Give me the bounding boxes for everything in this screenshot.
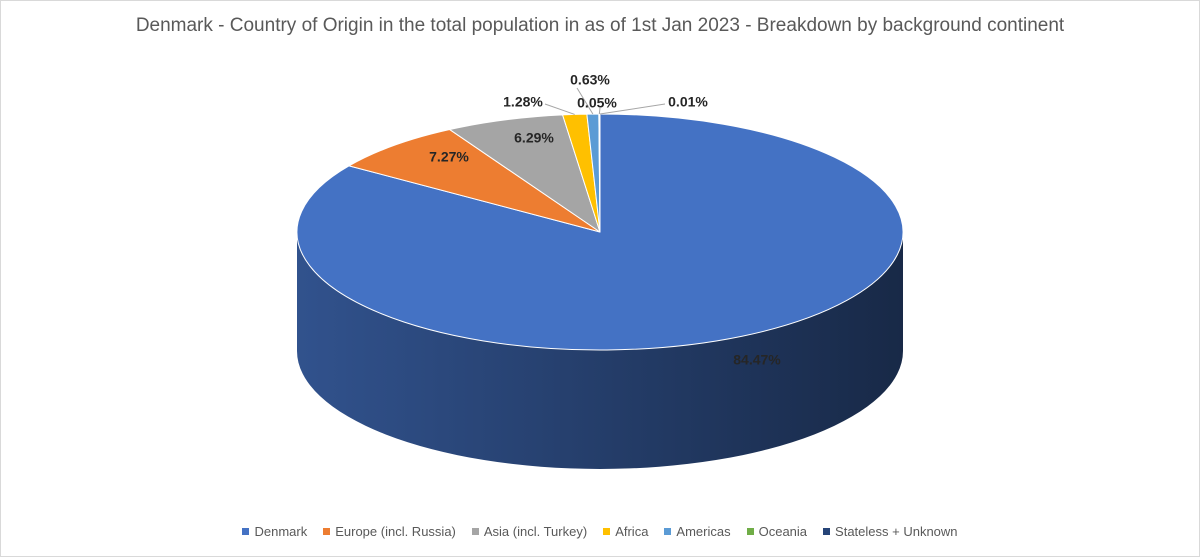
data-label: 1.28% <box>503 94 543 110</box>
leader-line <box>599 103 666 115</box>
legend-label: Oceania <box>758 524 808 539</box>
data-label: 6.29% <box>514 130 554 146</box>
legend: Denmark Europe (incl. Russia) Asia (incl. … <box>0 524 1200 539</box>
legend-label: Americas <box>676 524 731 539</box>
legend-swatch <box>242 528 250 535</box>
legend-swatch <box>471 528 479 535</box>
pie-slice-asia-incl-turkey- <box>449 114 601 233</box>
data-label: 0.63% <box>570 72 610 88</box>
legend-label: Asia (incl. Turkey) <box>483 524 588 539</box>
legend-swatch <box>664 528 672 535</box>
legend-item: Americas <box>664 524 731 539</box>
legend-item: Oceania <box>746 524 808 539</box>
legend-item: Denmark <box>242 524 307 539</box>
leader-line <box>576 87 594 115</box>
leader-line <box>544 103 575 115</box>
legend-item: Asia (incl. Turkey) <box>471 524 588 539</box>
legend-label: Africa <box>615 524 649 539</box>
legend-label: Denmark <box>254 524 308 539</box>
data-label: 0.01% <box>668 94 708 110</box>
data-label: 84.47% <box>733 352 781 368</box>
legend-item: Stateless + Unknown <box>823 524 958 539</box>
legend-swatch <box>603 528 611 535</box>
legend-swatch <box>746 528 754 535</box>
legend-label: Europe (incl. Russia) <box>335 524 456 539</box>
legend-item: Europe (incl. Russia) <box>323 524 456 539</box>
pie-slice-europe-incl-russia- <box>348 129 601 233</box>
chart-title: Denmark - Country of Origin in the total… <box>135 15 1065 36</box>
legend-swatch <box>823 528 831 535</box>
legend-label: Stateless + Unknown <box>835 524 958 539</box>
data-label: 7.27% <box>429 149 469 165</box>
leader-line <box>598 107 601 115</box>
legend-item: Africa <box>603 524 648 539</box>
data-label: 0.05% <box>577 95 617 111</box>
legend-swatch <box>323 528 331 535</box>
